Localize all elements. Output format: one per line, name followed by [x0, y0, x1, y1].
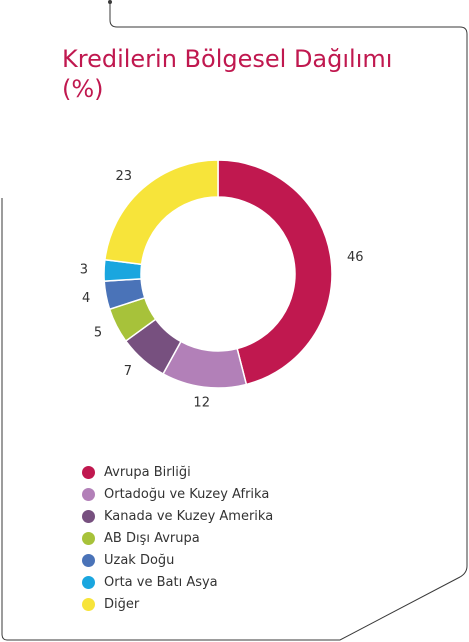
legend-label: Kanada ve Kuzey Amerika [104, 508, 274, 524]
data-label-kanada-ve-kuzey-amerika: 7 [124, 364, 132, 379]
legend-item-uzak-dogu: Uzak Doğu [82, 549, 273, 571]
legend-item-ortadogu-ve-kuzey-afrika: Ortadoğu ve Kuzey Afrika [82, 483, 273, 505]
legend-swatch [82, 531, 95, 545]
legend-label: Avrupa Birliği [104, 464, 191, 480]
legend-swatch [82, 553, 95, 567]
chart-legend: Avrupa Birliği Ortadoğu ve Kuzey Afrika Ka… [82, 461, 273, 615]
legend-item-ab-disi-avrupa: AB Dışı Avrupa [82, 527, 273, 549]
legend-item-kanada-ve-kuzey-amerika: Kanada ve Kuzey Amerika [82, 505, 273, 527]
data-label-diger: 23 [115, 169, 132, 184]
chart-title-line2: (%) [62, 75, 104, 103]
legend-item-orta-ve-bati-asya: Orta ve Batı Asya [82, 571, 273, 593]
chart-title: Kredilerin Bölgesel Dağılımı (%) [62, 44, 392, 104]
legend-label: AB Dışı Avrupa [104, 530, 200, 546]
legend-item-avrupa-birligi: Avrupa Birliği [82, 461, 273, 483]
legend-label: Orta ve Batı Asya [104, 574, 218, 590]
slice-avrupa-birligi [217, 159, 333, 386]
data-label-ortadogu-ve-kuzey-afrika: 12 [193, 395, 210, 410]
legend-label: Diğer [104, 596, 140, 612]
legend-label: Uzak Doğu [104, 552, 175, 568]
data-label-avrupa-birligi: 46 [347, 250, 364, 265]
legend-swatch [82, 487, 95, 501]
chart-title-line1: Kredilerin Bölgesel Dağılımı [62, 45, 393, 73]
data-label-ab-disi-avrupa: 5 [94, 326, 102, 341]
legend-item-diger: Diğer [82, 593, 273, 615]
legend-swatch [82, 509, 95, 523]
legend-label: Ortadoğu ve Kuzey Afrika [104, 486, 270, 502]
slice-diger [104, 159, 219, 266]
legend-swatch [82, 597, 95, 611]
legend-swatch [82, 465, 95, 479]
data-label-orta-ve-bati-asya: 3 [80, 262, 88, 277]
data-label-uzak-dogu: 4 [82, 291, 90, 306]
legend-swatch [82, 575, 95, 589]
